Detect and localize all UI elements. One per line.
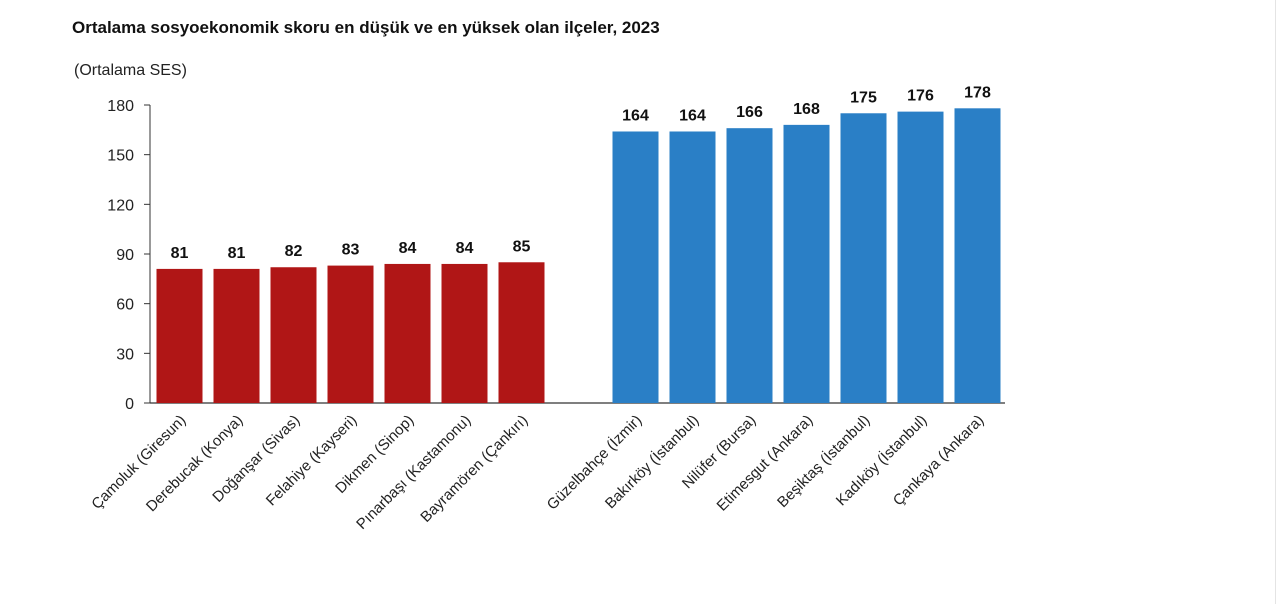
x-tick-label: Güzelbahçe (İzmir) [543,411,645,513]
y-axis-label: (Ortalama SES) [74,62,187,79]
data-label: 176 [907,88,934,105]
bar [612,131,659,403]
data-label: 83 [342,242,360,259]
bar [270,267,317,403]
x-tick-label: Bayramören (Çankırı) [417,412,531,526]
data-label: 81 [171,245,189,262]
y-tick-label: 0 [125,396,134,413]
data-label: 85 [513,238,531,255]
data-label: 175 [850,89,877,106]
x-tick-label: Beşiktaş (İstanbul) [773,411,873,511]
x-tick-label: Pınarbaşı (Kastamonu) [353,412,474,533]
chart-title: Ortalama sosyoekonomik skoru en düşük ve… [72,18,660,37]
data-label: 82 [285,243,303,260]
bar [726,128,773,403]
x-tick-label: Derebucak (Konya) [143,412,246,515]
data-label: 178 [964,84,991,101]
frame-border [1275,0,1276,604]
data-label: 164 [679,107,706,124]
x-tick-label: Çamoluk (Giresun) [88,412,189,513]
y-tick-label: 90 [116,247,134,264]
bar [498,262,545,403]
bar [327,265,374,403]
data-label: 168 [793,101,820,118]
bar [840,113,887,404]
bar [213,268,260,403]
data-label: 84 [456,240,474,257]
bar [384,263,431,403]
data-label: 84 [399,240,417,257]
bar [156,268,203,403]
y-tick-label: 60 [116,297,134,314]
bar [669,131,716,403]
y-tick-label: 180 [107,98,134,115]
x-tick-label: Etimesgut (Ankara) [714,412,817,515]
bar [441,263,488,403]
bar [783,124,830,403]
y-tick-label: 150 [107,148,134,165]
bar [954,108,1001,404]
data-label: 81 [228,245,246,262]
data-label: 164 [622,107,649,124]
y-tick-label: 30 [116,346,134,363]
y-tick-label: 120 [107,197,134,214]
data-label: 166 [736,104,763,121]
x-tick-label: Bakırköy (İstanbul) [601,411,702,512]
bar [897,111,944,403]
